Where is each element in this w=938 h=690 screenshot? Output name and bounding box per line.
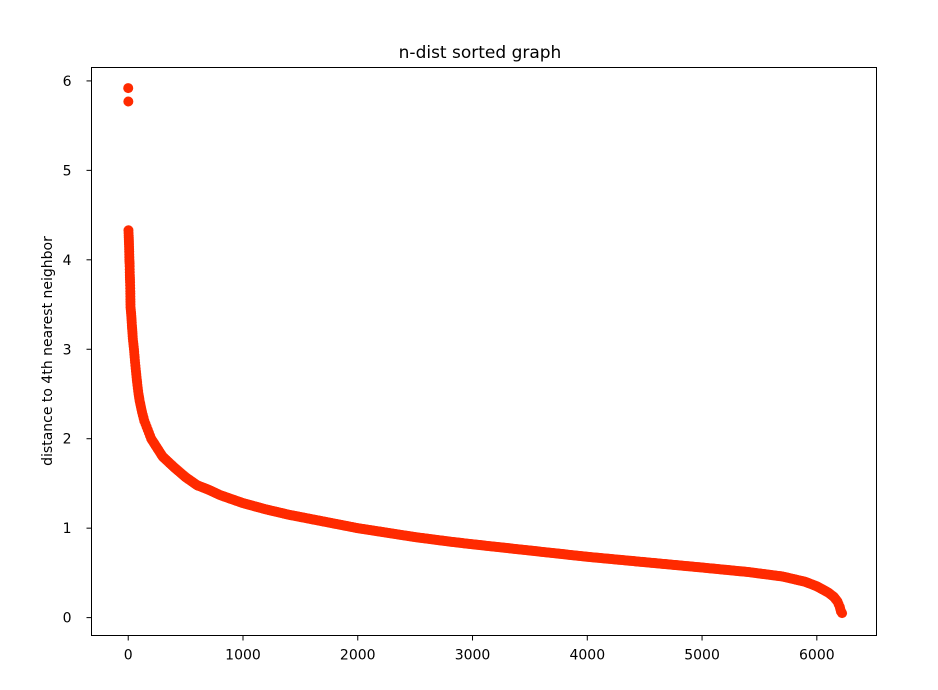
- x-tick-label: 4000: [569, 648, 605, 664]
- y-tick-label: 6: [63, 74, 72, 90]
- y-tick-label: 1: [63, 521, 72, 537]
- x-tick-label: 1000: [225, 648, 261, 664]
- data-point: [123, 83, 134, 94]
- x-axis-ticks: 0 1000 2000 3000 4000 5000 6000: [124, 635, 835, 664]
- y-tick-label: 3: [63, 342, 72, 358]
- x-tick-label: 5000: [684, 648, 720, 664]
- y-axis-ticks: 0 1 2 3 4 5 6: [63, 74, 92, 627]
- plot-area-frame: [91, 67, 877, 636]
- data-point: [837, 608, 848, 619]
- y-tick-label: 2: [63, 432, 72, 448]
- x-tick-label: 6000: [799, 648, 835, 664]
- y-axis-label: distance to 4th nearest neighbor: [40, 236, 56, 466]
- data-point: [123, 96, 134, 107]
- chart-title: n-dist sorted graph: [399, 43, 562, 63]
- x-tick-label: 3000: [455, 648, 491, 664]
- x-tick-label: 2000: [340, 648, 376, 664]
- y-tick-label: 5: [63, 163, 72, 179]
- y-tick-label: 4: [63, 253, 72, 269]
- data-points-group: [123, 83, 848, 619]
- x-tick-label: 0: [124, 648, 133, 664]
- y-tick-label: 0: [63, 611, 72, 627]
